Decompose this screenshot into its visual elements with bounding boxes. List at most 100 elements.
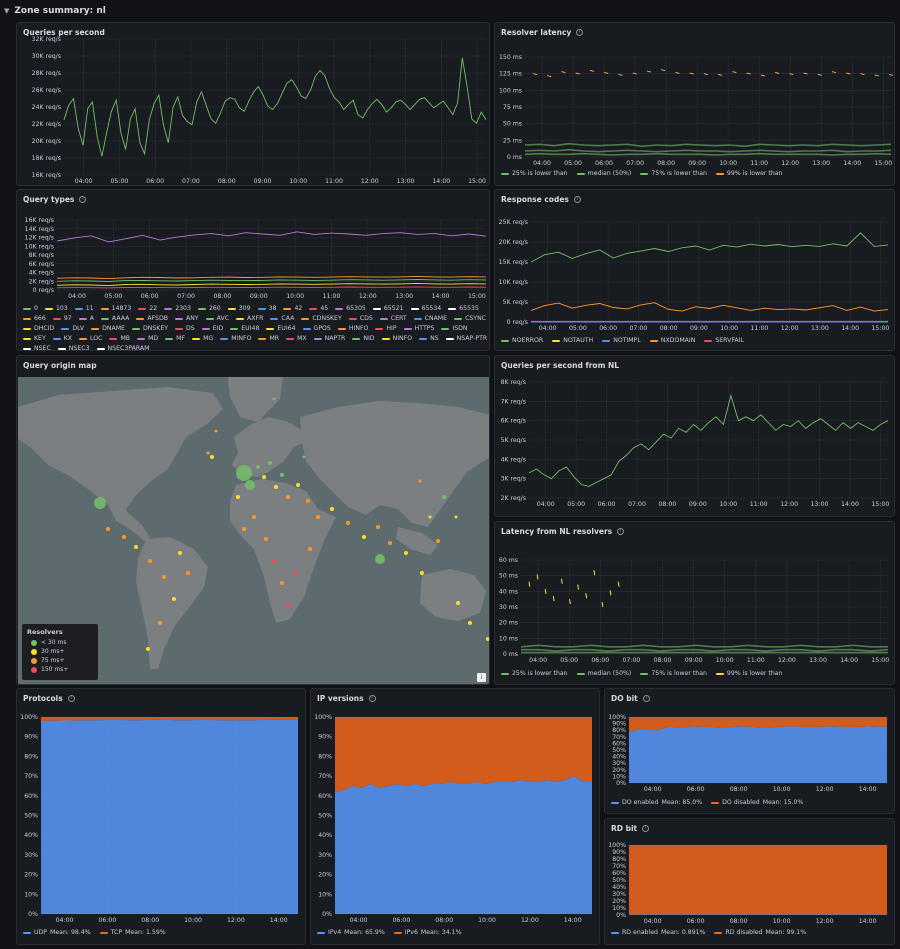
legend-item[interactable]: RD enabled Mean: 0.891%: [611, 929, 705, 936]
legend-item[interactable]: DS: [175, 325, 195, 332]
legend-item[interactable]: CDS: [348, 315, 373, 322]
panel-lat-nl[interactable]: Latency from NL resolvers i 0 ms 10 ms 20 m…: [494, 521, 895, 685]
legend-item[interactable]: 99% is lower than: [715, 170, 782, 177]
legend-item[interactable]: CAA: [270, 315, 294, 322]
legend-item[interactable]: TCP Mean: 1.59%: [99, 929, 166, 936]
row-header[interactable]: ▼ Zone summary: nl: [4, 3, 106, 19]
legend-item[interactable]: NS: [419, 335, 439, 342]
legend-item[interactable]: NOTAUTH: [552, 337, 593, 344]
legend-item[interactable]: EUI48: [230, 325, 259, 332]
panel-qps-nl[interactable]: Queries per second from NL 2K req/s 3K re…: [494, 355, 895, 517]
legend-item[interactable]: CSYNC: [454, 315, 486, 322]
legend-item[interactable]: 65535: [448, 305, 479, 312]
legend-item[interactable]: MF: [165, 335, 185, 342]
legend-item[interactable]: EUI64: [266, 325, 296, 332]
legend-item[interactable]: 260: [197, 305, 221, 312]
legend-item[interactable]: LOC: [79, 335, 102, 342]
legend-item[interactable]: NINFO: [381, 335, 412, 342]
legend-item[interactable]: 25% is lower than: [501, 170, 568, 177]
info-icon[interactable]: i: [79, 196, 87, 203]
legend-item[interactable]: AAAA: [100, 315, 129, 322]
legend-item[interactable]: 0: [23, 305, 38, 312]
legend-item[interactable]: 65305: [335, 305, 366, 312]
chevron-down-icon[interactable]: ▼: [4, 7, 10, 15]
legend-item[interactable]: HTTPS: [403, 325, 434, 332]
panel-dobit[interactable]: DO bit i 0% 10% 20% 30% 40% 50% 60% 70% 80% 90% 100…: [604, 688, 895, 814]
legend-item[interactable]: 75% is lower than: [640, 170, 707, 177]
legend-item[interactable]: ISDN: [441, 325, 468, 332]
legend-item[interactable]: NSEC3PARAM: [96, 345, 149, 350]
legend-item[interactable]: DO disabled Mean: 15.0%: [711, 799, 803, 806]
legend-item[interactable]: 11: [74, 305, 94, 312]
legend-item[interactable]: DO enabled Mean: 85.0%: [611, 799, 702, 806]
legend-item[interactable]: CDNSKEY: [301, 315, 342, 322]
legend-item[interactable]: NAPTR: [313, 335, 345, 342]
legend-item[interactable]: A: [78, 315, 94, 322]
legend-item[interactable]: DLV: [61, 325, 84, 332]
legend-item[interactable]: 22: [138, 305, 157, 312]
legend-item[interactable]: NSAP-PTR: [445, 335, 487, 342]
legend-item[interactable]: 25% is lower than: [501, 670, 568, 677]
info-icon[interactable]: i: [617, 528, 625, 535]
legend-item[interactable]: 65534: [410, 305, 441, 312]
info-icon[interactable]: i: [642, 825, 650, 832]
legend-item[interactable]: GPOS: [302, 325, 331, 332]
legend-item[interactable]: 75% is lower than: [640, 670, 707, 677]
legend-item[interactable]: 99% is lower than: [715, 670, 782, 677]
legend-item[interactable]: MINFO: [220, 335, 251, 342]
legend-item[interactable]: MG: [192, 335, 213, 342]
legend-item[interactable]: MD: [137, 335, 158, 342]
panel-map[interactable]: Query origin map: [16, 355, 490, 685]
panel-protocols[interactable]: Protocols i 0% 10% 20% 30% 40% 50% 60% 70% 80% 90%…: [16, 688, 306, 945]
legend-item[interactable]: 103: [44, 305, 68, 312]
legend-item[interactable]: NXDOMAIN: [649, 337, 695, 344]
legend-item[interactable]: SERVFAIL: [704, 337, 744, 344]
panel-latency[interactable]: Resolver latency i 0 ms 25 ms 50 ms 75 ms 100…: [494, 22, 895, 186]
legend-item[interactable]: AFSDB: [136, 315, 168, 322]
info-icon[interactable]: i: [576, 29, 584, 36]
panel-rcodes[interactable]: Response codes i 0 req/s 5K req/s 10K req/s…: [494, 189, 895, 351]
legend-item[interactable]: KEY: [23, 335, 46, 342]
legend-item[interactable]: IPv6 Mean: 34.1%: [393, 929, 461, 936]
legend-item[interactable]: AXFR: [236, 315, 263, 322]
legend-item[interactable]: median (50%): [576, 670, 631, 677]
legend-item[interactable]: EID: [201, 325, 223, 332]
legend-item[interactable]: ANY: [175, 315, 199, 322]
info-icon[interactable]: i: [67, 695, 75, 702]
legend-item[interactable]: median (50%): [576, 170, 631, 177]
legend-item[interactable]: HINFO: [337, 325, 368, 332]
legend-item[interactable]: CNAME: [413, 315, 447, 322]
legend-item[interactable]: RD disabled Mean: 99.1%: [714, 929, 806, 936]
legend-item[interactable]: NOERROR: [501, 337, 543, 344]
legend-item[interactable]: NOTIMPL: [602, 337, 641, 344]
world-map[interactable]: Resolvers < 30 ms 30 ms+ 75 ms+ 150 ms+ …: [18, 377, 489, 684]
legend-item[interactable]: 97: [52, 315, 72, 322]
legend-item[interactable]: DNAME: [91, 325, 125, 332]
panel-rdbit[interactable]: RD bit i 0% 10% 20% 30% 40% 50% 60% 70% 80% 90% 100…: [604, 818, 895, 945]
legend-item[interactable]: CERT: [379, 315, 407, 322]
legend-item[interactable]: KX: [52, 335, 72, 342]
info-icon[interactable]: i: [368, 695, 376, 702]
legend-item[interactable]: MB: [109, 335, 130, 342]
legend-item[interactable]: 65521: [372, 305, 404, 312]
info-icon[interactable]: i: [642, 695, 650, 702]
legend-item[interactable]: 309: [227, 305, 251, 312]
legend-item[interactable]: NID: [352, 335, 375, 342]
legend-item[interactable]: 45: [309, 305, 328, 312]
map-attribution-button[interactable]: i: [477, 673, 486, 682]
legend-item[interactable]: 14873: [100, 305, 131, 312]
legend-item[interactable]: NSEC: [23, 345, 51, 350]
legend-item[interactable]: 42: [283, 305, 302, 312]
legend-item[interactable]: AVC: [205, 315, 229, 322]
panel-qps[interactable]: Queries per second 16K req/s 18K req/s 20K…: [16, 22, 490, 186]
panel-ipver[interactable]: IP versions i 0% 10% 20% 30% 40% 50% 60% 70% 80% 9…: [310, 688, 600, 945]
legend-item[interactable]: DHCID: [23, 325, 54, 332]
legend-item[interactable]: 2303: [164, 305, 191, 312]
panel-qtypes[interactable]: Query types i 0 req/s 2K req/s 4K req/s 6K r…: [16, 189, 490, 351]
legend-item[interactable]: HIP: [375, 325, 397, 332]
legend-item[interactable]: DNSKEY: [131, 325, 168, 332]
legend-item[interactable]: MX: [286, 335, 307, 342]
legend-item[interactable]: IPv4 Mean: 65.9%: [317, 929, 385, 936]
legend-item[interactable]: 666: [23, 315, 46, 322]
legend-item[interactable]: UDP Mean: 98.4%: [23, 929, 91, 936]
